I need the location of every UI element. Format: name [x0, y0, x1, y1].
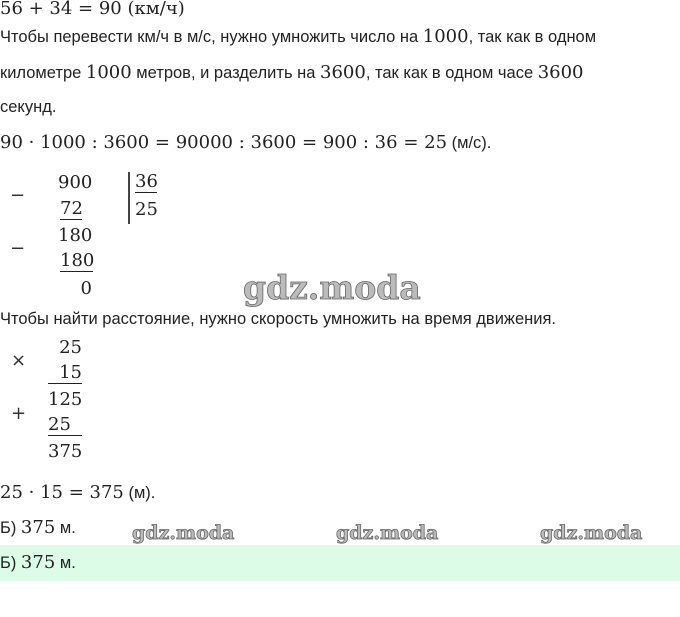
- division-bar: [128, 172, 130, 224]
- subtrahend-2: 180: [60, 250, 95, 272]
- previous-line: 56 + 34 = 90 (км/ч): [0, 0, 185, 19]
- partial-2: 25: [48, 415, 82, 436]
- quotient: 25: [135, 199, 158, 220]
- watermark: gdz.moda: [132, 522, 235, 545]
- paragraph-line-2: километре 1000 метров, и разделить на 36…: [0, 62, 584, 83]
- answer-box: [0, 545, 680, 581]
- distance-text: Чтобы найти расстояние, нужно скорость у…: [0, 310, 556, 328]
- paragraph-line-1: Чтобы перевести км/ч в м/с, нужно умножи…: [0, 26, 597, 47]
- watermark: gdz.moda: [336, 522, 439, 545]
- equation-speed: 90 · 1000 : 3600 = 90000 : 3600 = 900 : …: [0, 132, 492, 153]
- divisor: 36: [135, 171, 158, 193]
- watermark: gdz.moda: [540, 522, 643, 545]
- dividend: 900: [58, 172, 93, 193]
- plus-sign: +: [11, 403, 27, 424]
- factor-b: 15: [48, 363, 82, 384]
- watermark: gdz.moda: [243, 268, 422, 308]
- final-answer: Б) 375 м.: [0, 552, 76, 573]
- times-sign: ×: [11, 350, 27, 371]
- answer-line: Б) 375 м.: [0, 517, 76, 538]
- paragraph-line-3: секунд.: [0, 98, 57, 116]
- partial-1: 125: [48, 389, 83, 410]
- remainder-1: 180: [58, 225, 93, 246]
- factor-a: 25: [59, 337, 82, 358]
- minus-sign: −: [10, 238, 26, 259]
- equation-distance: 25 · 15 = 375 (м).: [0, 482, 156, 503]
- minus-sign: −: [10, 185, 26, 206]
- remainder-2: 0: [80, 278, 92, 299]
- product: 375: [48, 441, 83, 462]
- subtrahend-1: 72: [60, 198, 83, 220]
